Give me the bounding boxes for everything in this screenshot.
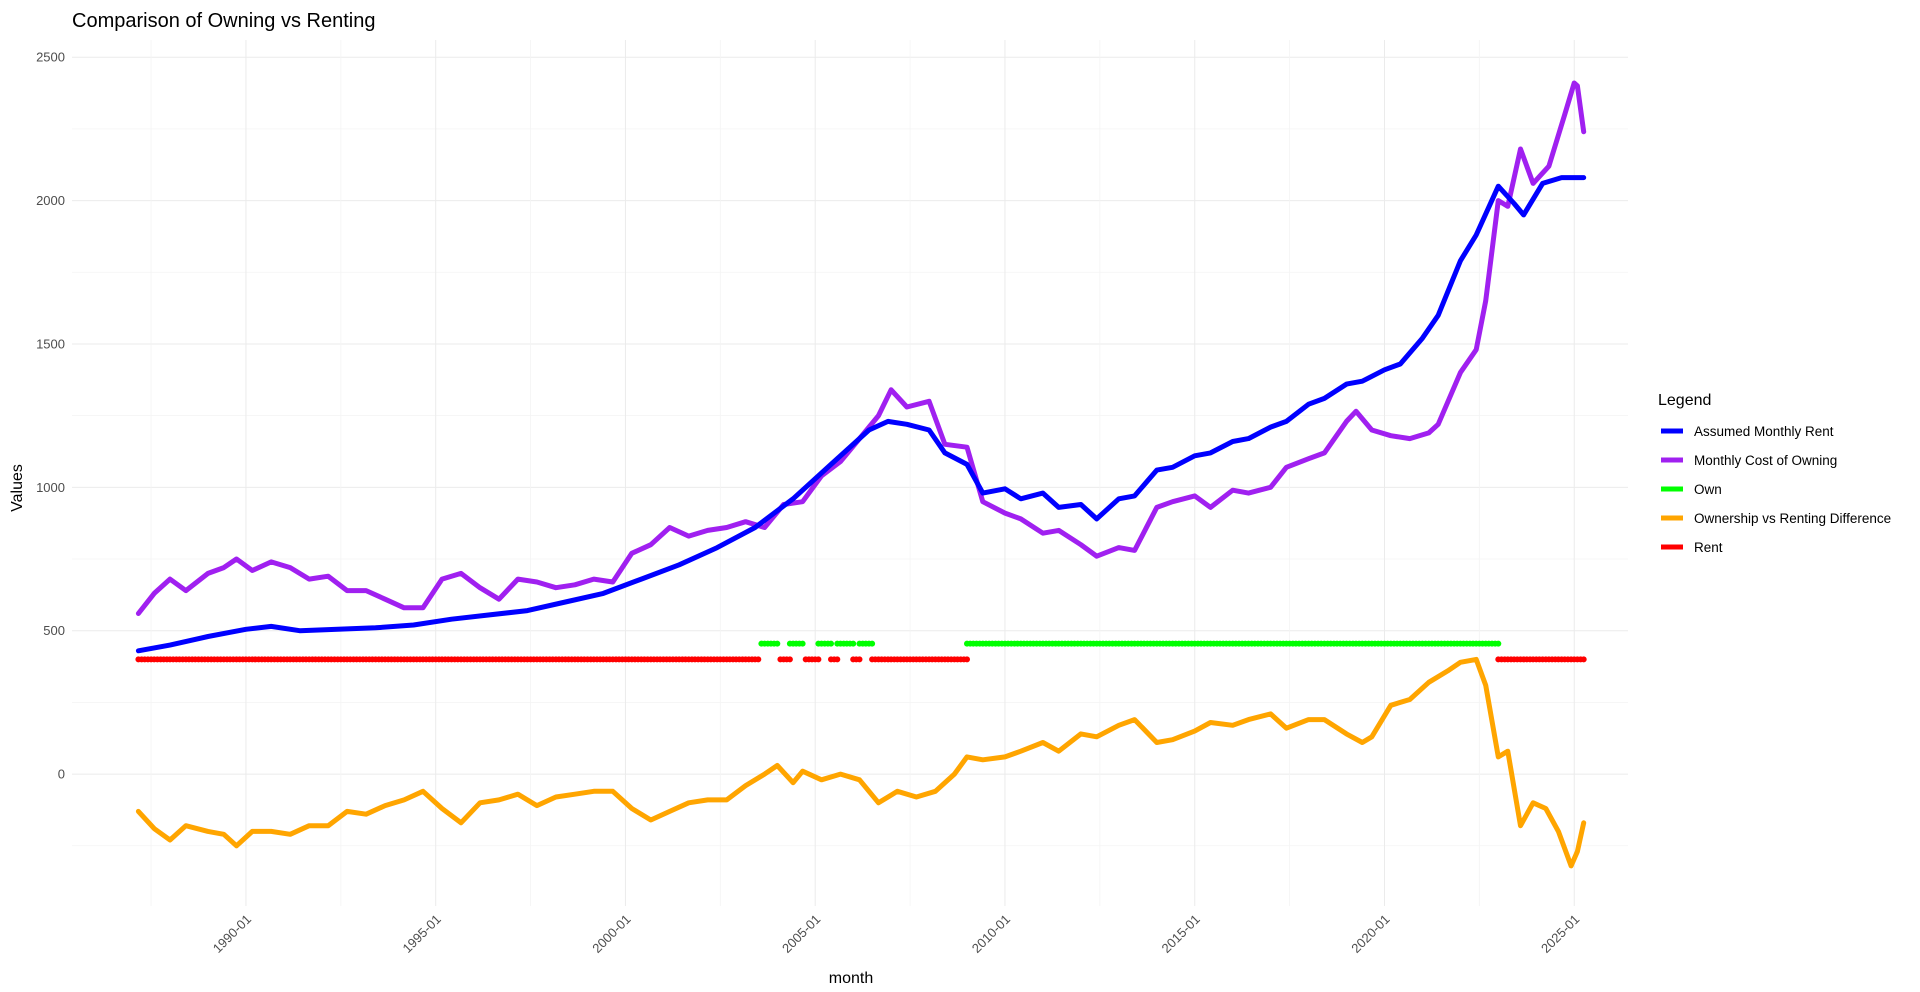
point-rent	[834, 656, 841, 663]
y-tick-label: 0	[58, 767, 65, 782]
legend-label-monthly-cost-of-owning: Monthly Cost of Owning	[1694, 453, 1837, 468]
point-own	[774, 640, 781, 647]
series-line-monthly-cost-of-owning	[135, 80, 1587, 616]
point-rent	[786, 656, 793, 663]
x-tick-label: 1995-01	[399, 912, 443, 956]
x-axis-title: month	[829, 970, 873, 987]
y-tick-label: 1500	[36, 336, 65, 351]
series-line-assumed-monthly-rent	[135, 175, 1587, 654]
x-tick-label: 2010-01	[969, 912, 1013, 956]
x-tick-label: 2005-01	[779, 912, 823, 956]
x-axis-ticks: 1990-01 1995-01 2000-01 2005-01 2010-01 2015-…	[210, 912, 1583, 956]
legend-label-assumed-monthly-rent: Assumed Monthly Rent	[1694, 424, 1834, 439]
legend: Legend Assumed Monthly Rent Monthly Cost …	[1658, 392, 1891, 555]
y-tick-label: 1000	[36, 480, 65, 495]
x-tick-label: 2015-01	[1158, 912, 1202, 956]
point-own	[799, 640, 806, 647]
x-tick-label: 2000-01	[589, 912, 633, 956]
point-rent	[755, 656, 762, 663]
y-tick-label: 2500	[36, 50, 65, 65]
point-own	[1495, 640, 1502, 647]
legend-label-rent: Rent	[1694, 540, 1723, 555]
x-tick-label: 1990-01	[210, 912, 254, 956]
series-layer	[135, 80, 1587, 869]
series-points-rent	[135, 656, 1587, 663]
legend-label-ownership-vs-renting-difference: Ownership vs Renting Difference	[1694, 511, 1891, 526]
point-rent	[1580, 656, 1587, 663]
x-tick-label: 2020-01	[1348, 912, 1392, 956]
point-own	[828, 640, 834, 647]
x-tick-label: 2025-01	[1538, 912, 1582, 956]
point-own	[869, 640, 876, 647]
y-tick-label: 500	[43, 623, 65, 638]
point-rent	[856, 656, 863, 663]
point-own	[850, 640, 857, 647]
chart-title: Comparison of Owning vs Renting	[72, 10, 375, 32]
gridlines	[72, 40, 1628, 906]
series-points-own	[758, 640, 1502, 647]
point-rent	[964, 656, 970, 663]
legend-items: Assumed Monthly Rent Monthly Cost of Owni…	[1661, 424, 1891, 555]
legend-label-own: Own	[1694, 482, 1722, 497]
y-tick-label: 2000	[36, 193, 65, 208]
point-rent	[815, 656, 822, 663]
legend-title: Legend	[1658, 392, 1711, 409]
y-axis-ticks: 0 500 1000 1500 2000 2500	[36, 50, 65, 782]
series-line-ownership-vs-renting-difference	[135, 656, 1587, 869]
y-axis-title: Values	[9, 464, 26, 512]
